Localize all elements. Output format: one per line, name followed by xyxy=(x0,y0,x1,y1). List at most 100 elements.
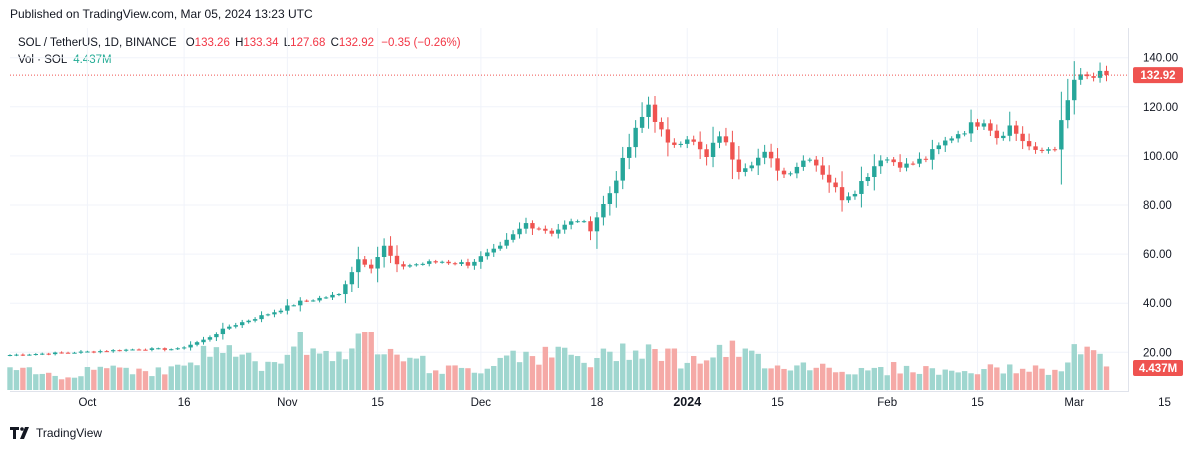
candle-body xyxy=(1097,70,1103,78)
candle-body xyxy=(549,230,554,234)
candle-body xyxy=(859,181,864,194)
time-tick-label: 15 xyxy=(1158,397,1171,409)
volume-bar xyxy=(278,363,284,390)
candle-body xyxy=(427,261,432,264)
candle-body xyxy=(169,349,174,351)
volume-bar xyxy=(329,361,336,390)
candle-body xyxy=(136,349,142,351)
candle-body xyxy=(988,123,993,131)
time-axis[interactable]: 15Oct16Nov15Dec18202415Feb15Mar15 xyxy=(0,395,1171,409)
candle-body xyxy=(762,151,767,158)
candle-body xyxy=(498,245,503,249)
volume-bar xyxy=(987,364,994,390)
volume-bar xyxy=(574,356,581,390)
volume-bar xyxy=(245,352,252,390)
volume-bar xyxy=(587,367,594,390)
symbol-title[interactable]: SOL / TetherUS, 1D, BINANCE xyxy=(18,37,177,49)
volume-bar xyxy=(465,368,471,390)
volume-bar xyxy=(284,354,291,390)
volume-bar xyxy=(542,346,549,390)
volume-bar xyxy=(381,354,387,390)
volume-bar xyxy=(168,366,174,390)
volume-bar xyxy=(1045,374,1052,390)
candle-body xyxy=(433,261,438,263)
candle-body xyxy=(265,314,271,316)
candle-body xyxy=(27,354,32,356)
candle-body xyxy=(814,159,819,166)
volume-bar xyxy=(46,372,52,390)
last-price-badge: 132.92 xyxy=(1133,67,1183,84)
volume-bar xyxy=(1026,371,1032,390)
candle-body xyxy=(414,264,419,266)
volume-bar xyxy=(716,344,723,390)
volume-bar xyxy=(407,357,413,390)
candle-body xyxy=(633,127,638,148)
volume-bar xyxy=(471,372,478,390)
published-note: Published on TradingView.com, Mar 05, 20… xyxy=(10,7,313,21)
volume-bar xyxy=(1084,346,1090,390)
volume-bar xyxy=(529,356,536,390)
volume-bar xyxy=(839,371,845,390)
candle-body xyxy=(1091,76,1096,78)
candle-body xyxy=(420,263,425,265)
volume-bar xyxy=(200,345,207,390)
volume-bar xyxy=(678,368,684,390)
volume-bar xyxy=(420,355,426,390)
volume-bar xyxy=(116,367,123,390)
price-axis[interactable]: 20.00 40.00 60.00 80.00 100.00 120.00 140.00 xyxy=(1143,53,1178,360)
candle-body xyxy=(536,228,542,230)
candle-body xyxy=(317,297,322,301)
candle-body xyxy=(233,325,238,327)
candle-body xyxy=(781,170,787,175)
candle-body xyxy=(826,174,832,183)
candle-body xyxy=(459,262,464,264)
volume-bar xyxy=(104,368,110,390)
candle-body xyxy=(98,351,103,353)
volume-bar xyxy=(755,353,761,390)
footer-brand[interactable]: TradingView xyxy=(10,426,102,440)
candle-body xyxy=(704,149,709,157)
candle-body xyxy=(298,300,303,306)
volume-bar xyxy=(484,368,490,390)
candle-body xyxy=(123,349,129,351)
candle-body xyxy=(59,352,64,354)
candle-body xyxy=(465,262,471,266)
candle-body xyxy=(452,263,458,265)
volume-bar xyxy=(84,367,91,390)
volume-bar xyxy=(400,361,407,390)
time-tick-label: Nov xyxy=(277,397,298,409)
candle-body xyxy=(917,158,922,164)
volume-bar xyxy=(1039,368,1045,390)
candle-body xyxy=(310,300,316,302)
candle-body xyxy=(304,300,309,302)
candle-body xyxy=(91,351,97,353)
candle-body xyxy=(530,223,535,229)
candle-body xyxy=(194,342,200,345)
volume-bar xyxy=(994,367,1000,390)
candle-body xyxy=(491,248,496,253)
price-tick-label: 120.00 xyxy=(1143,102,1178,114)
high-value: 133.34 xyxy=(243,37,279,49)
candle-body xyxy=(252,319,258,321)
candle-body xyxy=(723,136,729,143)
candle-body xyxy=(678,143,683,145)
price-tick-label: 40.00 xyxy=(1143,298,1172,310)
volume-bar xyxy=(1019,368,1026,390)
volume-label[interactable]: Vol · SOL xyxy=(18,54,68,66)
volume-bar xyxy=(813,367,819,390)
candle-body xyxy=(207,337,213,340)
candle-body xyxy=(369,264,374,269)
volume-bar xyxy=(123,367,129,390)
volume-bar xyxy=(523,351,529,390)
time-tick-label: Mar xyxy=(1064,397,1084,409)
candle-body xyxy=(878,160,883,167)
candle-body xyxy=(639,116,645,128)
candle-body xyxy=(607,193,613,205)
volume-bar xyxy=(445,365,452,390)
candle-body xyxy=(543,228,548,231)
volume-bar xyxy=(349,348,355,390)
candle-body xyxy=(994,130,1000,139)
volume-bar xyxy=(645,344,652,390)
volume-bar xyxy=(368,332,374,390)
